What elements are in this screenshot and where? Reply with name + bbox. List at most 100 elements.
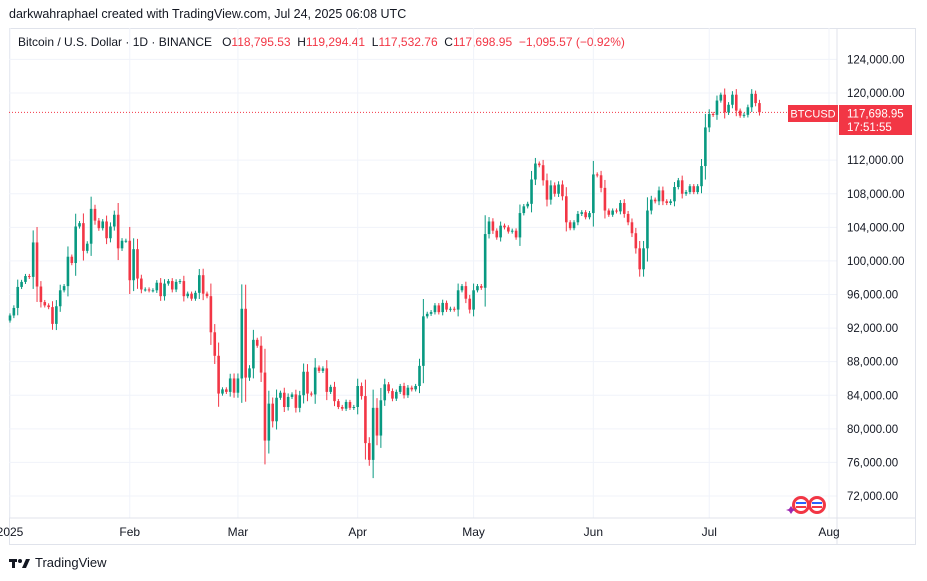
candle[interactable] [406, 385, 410, 398]
candle[interactable] [514, 228, 518, 240]
symbol-name[interactable]: Bitcoin / U.S. Dollar · 1D · BINANCE [18, 35, 213, 49]
candle[interactable] [742, 112, 746, 118]
candle[interactable] [360, 382, 363, 400]
candle[interactable] [487, 217, 491, 239]
candle[interactable] [364, 379, 367, 460]
candle[interactable] [356, 378, 359, 415]
candle[interactable] [194, 290, 197, 301]
candle[interactable] [518, 204, 522, 246]
candle[interactable] [584, 210, 587, 220]
candle[interactable] [491, 218, 495, 234]
candle[interactable] [592, 160, 595, 227]
candle[interactable] [267, 390, 271, 454]
candle[interactable] [85, 241, 89, 254]
candle[interactable] [696, 184, 699, 195]
candle[interactable] [622, 199, 626, 218]
candle[interactable] [603, 179, 607, 219]
candle[interactable] [321, 366, 325, 374]
candle[interactable] [379, 387, 383, 448]
candle[interactable] [337, 399, 340, 410]
candle[interactable] [58, 284, 62, 312]
candle[interactable] [371, 389, 375, 479]
candle[interactable] [418, 358, 421, 394]
candle[interactable] [549, 180, 553, 205]
candle[interactable] [437, 303, 441, 315]
candle[interactable] [16, 279, 20, 316]
candle[interactable] [62, 284, 66, 293]
candle[interactable] [236, 373, 240, 398]
candle[interactable] [113, 210, 116, 231]
candle[interactable] [541, 159, 545, 186]
candle[interactable] [120, 238, 124, 251]
candle[interactable] [510, 228, 514, 234]
candle[interactable] [279, 390, 282, 400]
candle[interactable] [159, 278, 162, 301]
candle[interactable] [163, 279, 166, 301]
candle[interactable] [557, 181, 560, 197]
candle[interactable] [132, 238, 135, 292]
candle[interactable] [580, 210, 584, 216]
candle[interactable] [186, 291, 190, 299]
candle[interactable] [665, 199, 669, 206]
candle[interactable] [101, 219, 105, 231]
candle[interactable] [124, 238, 128, 243]
candle[interactable] [383, 378, 387, 406]
candle[interactable] [619, 200, 622, 215]
candle[interactable] [252, 329, 255, 379]
candle[interactable] [109, 222, 112, 243]
candle[interactable] [433, 303, 437, 315]
candle[interactable] [595, 172, 599, 178]
candle[interactable] [680, 175, 684, 199]
candle[interactable] [221, 387, 224, 396]
candle[interactable] [642, 240, 645, 277]
candle[interactable] [398, 383, 402, 394]
candle[interactable] [738, 108, 742, 118]
candle[interactable] [217, 342, 220, 407]
candle[interactable] [93, 204, 97, 225]
candle[interactable] [282, 387, 286, 412]
candle[interactable] [472, 283, 475, 317]
candle[interactable] [74, 213, 77, 276]
candle[interactable] [425, 311, 429, 319]
candle[interactable] [182, 275, 186, 302]
candle[interactable] [201, 268, 205, 301]
candle[interactable] [213, 324, 217, 365]
candle[interactable] [66, 246, 70, 297]
candle[interactable] [572, 220, 576, 231]
candle[interactable] [143, 287, 147, 292]
candle[interactable] [700, 158, 703, 194]
candle[interactable] [228, 373, 232, 397]
candle[interactable] [190, 291, 193, 301]
candle[interactable] [47, 303, 50, 310]
candle[interactable] [167, 278, 170, 286]
candle[interactable] [375, 398, 379, 446]
candle[interactable] [263, 348, 267, 465]
candle[interactable] [715, 95, 719, 120]
candle[interactable] [35, 227, 39, 302]
candle[interactable] [70, 254, 74, 266]
candle[interactable] [31, 230, 35, 289]
candle[interactable] [197, 269, 201, 299]
candle[interactable] [20, 279, 23, 290]
candle[interactable] [746, 104, 750, 118]
candle[interactable] [522, 203, 526, 216]
candle[interactable] [441, 299, 444, 316]
candle[interactable] [480, 284, 483, 290]
candle-series[interactable] [8, 88, 761, 479]
candle[interactable] [244, 284, 247, 402]
candle[interactable] [43, 299, 47, 308]
candle[interactable] [232, 373, 236, 398]
candle[interactable] [348, 399, 352, 410]
candle[interactable] [750, 89, 754, 112]
candle[interactable] [414, 383, 417, 392]
candle[interactable] [402, 382, 406, 399]
candle[interactable] [731, 91, 734, 109]
candle[interactable] [24, 273, 27, 285]
candle[interactable] [429, 310, 433, 316]
candle[interactable] [611, 208, 614, 217]
candle[interactable] [240, 284, 244, 403]
candle[interactable] [352, 404, 356, 410]
candle[interactable] [344, 399, 348, 412]
candle[interactable] [286, 393, 290, 411]
